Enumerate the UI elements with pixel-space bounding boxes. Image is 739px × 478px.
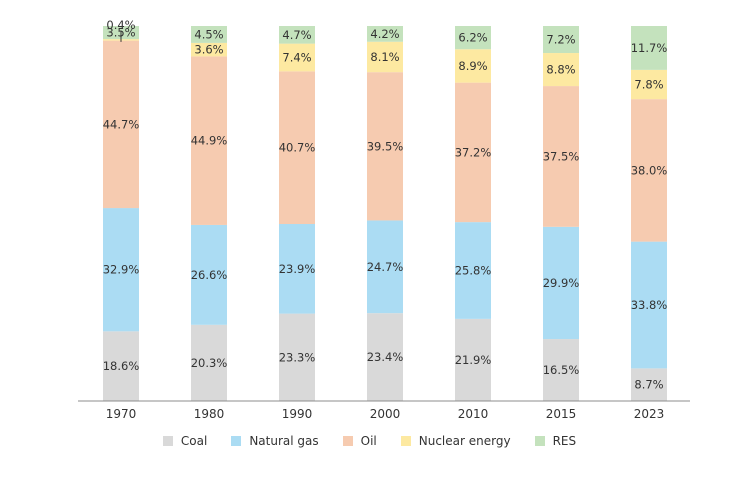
data-label-nuclear-energy-2015: 8.8% xyxy=(546,63,575,77)
bar-natural-gas-1980 xyxy=(191,224,227,325)
bars-group xyxy=(103,26,667,401)
data-label-oil-1980: 44.9% xyxy=(191,134,228,148)
data-label-coal-2000: 23.4% xyxy=(367,350,404,364)
bar-oil-1970 xyxy=(103,40,139,209)
x-tick-label-2015: 2015 xyxy=(546,407,577,421)
data-label-res-1980: 4.5% xyxy=(194,27,223,41)
data-label-oil-2010: 37.2% xyxy=(455,145,492,159)
legend-label-oil: Oil xyxy=(360,434,377,448)
bar-oil-1980 xyxy=(191,56,227,225)
data-label-nuclear-energy-2023: 7.8% xyxy=(634,78,663,92)
bar-nuclear-energy-1990 xyxy=(279,43,315,72)
bar-natural-gas-2015 xyxy=(543,226,579,340)
bar-natural-gas-2023 xyxy=(631,241,667,369)
bar-nuclear-energy-1980 xyxy=(191,42,227,57)
data-label-res-2015: 7.2% xyxy=(546,33,575,47)
bar-coal-1970 xyxy=(103,331,139,401)
bar-nuclear-energy-2010 xyxy=(455,49,491,83)
legend-swatch-oil xyxy=(342,436,353,446)
bar-res-1980 xyxy=(191,26,227,43)
legend-label-res: RES xyxy=(552,434,577,448)
legend-label-nuclear-energy: Nuclear energy xyxy=(418,434,511,448)
bar-res-2015 xyxy=(543,26,579,54)
bar-coal-2015 xyxy=(543,339,579,401)
bar-coal-2023 xyxy=(631,368,667,401)
data-label-oil-2023: 38.0% xyxy=(631,163,668,177)
bar-natural-gas-1970 xyxy=(103,208,139,332)
bar-coal-1980 xyxy=(191,324,227,401)
data-label-nuclear-energy-2000: 8.1% xyxy=(370,50,399,64)
bar-nuclear-energy-2015 xyxy=(543,53,579,87)
bar-oil-2015 xyxy=(543,86,579,227)
data-label-oil-2015: 37.5% xyxy=(543,149,580,163)
data-label-oil-1990: 40.7% xyxy=(279,141,316,155)
data-label-natural-gas-1990: 23.9% xyxy=(279,262,316,276)
data-label-natural-gas-1970: 32.9% xyxy=(103,263,140,277)
x-tick-label-1970: 1970 xyxy=(106,407,137,421)
data-label-natural-gas-2015: 29.9% xyxy=(543,276,580,290)
x-tick-labels-group: 1970 1980 1990 2000 2010 2015 2023 xyxy=(106,407,665,421)
legend-label-natural-gas: Natural gas xyxy=(249,434,319,448)
legend-swatch-res xyxy=(534,436,545,446)
data-label-natural-gas-2010: 25.8% xyxy=(455,264,492,278)
bar-coal-2000 xyxy=(367,313,403,401)
legend-swatch-nuclear-energy xyxy=(400,436,411,446)
data-label-natural-gas-2023: 33.8% xyxy=(631,298,668,312)
data-label-oil-1970: 44.7% xyxy=(103,117,140,131)
data-label-res-2000: 4.2% xyxy=(370,27,399,41)
x-tick-label-1980: 1980 xyxy=(194,407,225,421)
data-label-nuclear-energy-1990: 7.4% xyxy=(282,51,311,65)
bar-res-1990 xyxy=(279,26,315,44)
bar-res-2000 xyxy=(367,26,403,42)
legend: Coal Natural gas Oil Nuclear energy RES xyxy=(0,434,739,448)
data-label-nuclear-energy-2010: 8.9% xyxy=(458,59,487,73)
bar-natural-gas-2000 xyxy=(367,220,403,314)
bar-oil-1990 xyxy=(279,71,315,224)
legend-item-oil: Oil xyxy=(342,434,377,448)
data-label-nuclear-energy-1970: 0.4% xyxy=(106,18,135,32)
bar-oil-2010 xyxy=(455,82,491,223)
data-label-natural-gas-2000: 24.7% xyxy=(367,260,404,274)
data-label-res-1990: 4.7% xyxy=(282,28,311,42)
legend-item-nuclear-energy: Nuclear energy xyxy=(400,434,511,448)
bar-coal-1990 xyxy=(279,313,315,401)
data-label-res-2010: 6.2% xyxy=(458,31,487,45)
data-label-coal-2015: 16.5% xyxy=(543,363,580,377)
bar-res-2010 xyxy=(455,26,491,50)
bar-natural-gas-2010 xyxy=(455,222,491,319)
x-tick-label-2023: 2023 xyxy=(634,407,665,421)
data-label-oil-2000: 39.5% xyxy=(367,139,404,153)
x-tick-label-2010: 2010 xyxy=(458,407,489,421)
data-label-coal-1970: 18.6% xyxy=(103,359,140,373)
data-label-coal-2010: 21.9% xyxy=(455,353,492,367)
bar-oil-2000 xyxy=(367,72,403,221)
bar-natural-gas-1990 xyxy=(279,224,315,314)
x-tick-label-2000: 2000 xyxy=(370,407,401,421)
data-label-res-1970: 3.5% xyxy=(106,26,135,40)
bar-oil-2023 xyxy=(631,99,667,242)
legend-item-natural-gas: Natural gas xyxy=(231,434,319,448)
data-label-res-2023: 11.7% xyxy=(631,41,668,55)
bar-nuclear-energy-2023 xyxy=(631,69,667,100)
data-label-coal-2023: 8.7% xyxy=(634,378,663,392)
bar-coal-2010 xyxy=(455,318,491,401)
bar-res-2023 xyxy=(631,26,667,70)
data-label-coal-1980: 20.3% xyxy=(191,356,228,370)
legend-swatch-coal xyxy=(162,436,173,446)
bar-nuclear-energy-2000 xyxy=(367,41,403,73)
data-label-natural-gas-1980: 26.6% xyxy=(191,268,228,282)
legend-label-coal: Coal xyxy=(180,434,208,448)
data-label-coal-1990: 23.3% xyxy=(279,350,316,364)
legend-item-coal: Coal xyxy=(162,434,208,448)
legend-swatch-natural-gas xyxy=(231,436,242,446)
legend-item-res: RES xyxy=(534,434,577,448)
segment-labels-group: 18.6% 32.9% 44.7% 0.4%3.5% 20.3% 26.6% 44.9% 3.… xyxy=(103,18,668,392)
x-tick-label-1990: 1990 xyxy=(282,407,313,421)
data-label-nuclear-energy-1980: 3.6% xyxy=(194,43,223,57)
